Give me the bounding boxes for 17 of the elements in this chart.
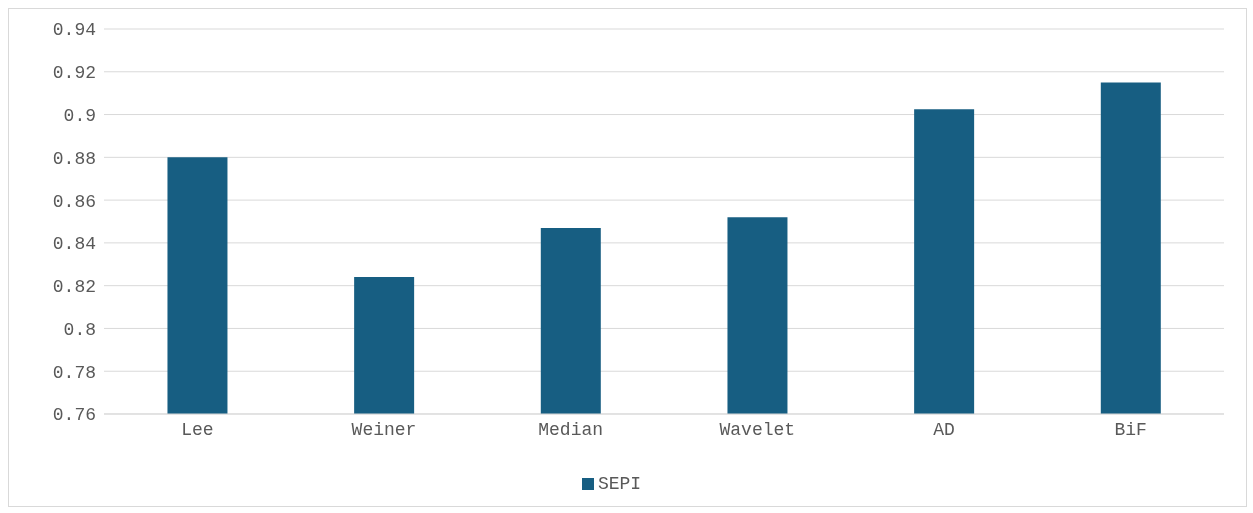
y-tick-label: 0.9 bbox=[63, 105, 96, 126]
y-tick-label: 0.82 bbox=[52, 277, 96, 298]
y-tick-label: 0.94 bbox=[52, 20, 96, 41]
y-tick-label: 0.86 bbox=[52, 191, 96, 212]
x-tick-label: Weiner bbox=[351, 419, 417, 440]
x-tick-label: Wavelet bbox=[719, 419, 796, 440]
y-tick-label: 0.84 bbox=[52, 234, 96, 255]
y-tick-label: 0.88 bbox=[52, 148, 96, 169]
x-tick-label: BiF bbox=[1114, 419, 1147, 440]
y-tick-label: 0.8 bbox=[63, 319, 96, 340]
x-tick-label: Median bbox=[538, 419, 604, 440]
legend-label: SEPI bbox=[597, 474, 642, 494]
y-tick-label: 0.78 bbox=[52, 362, 96, 383]
x-tick-label: Lee bbox=[181, 419, 214, 440]
y-tick-label: 0.92 bbox=[52, 63, 96, 84]
x-tick-label: AD bbox=[933, 419, 955, 440]
y-tick-label: 0.76 bbox=[52, 405, 96, 426]
